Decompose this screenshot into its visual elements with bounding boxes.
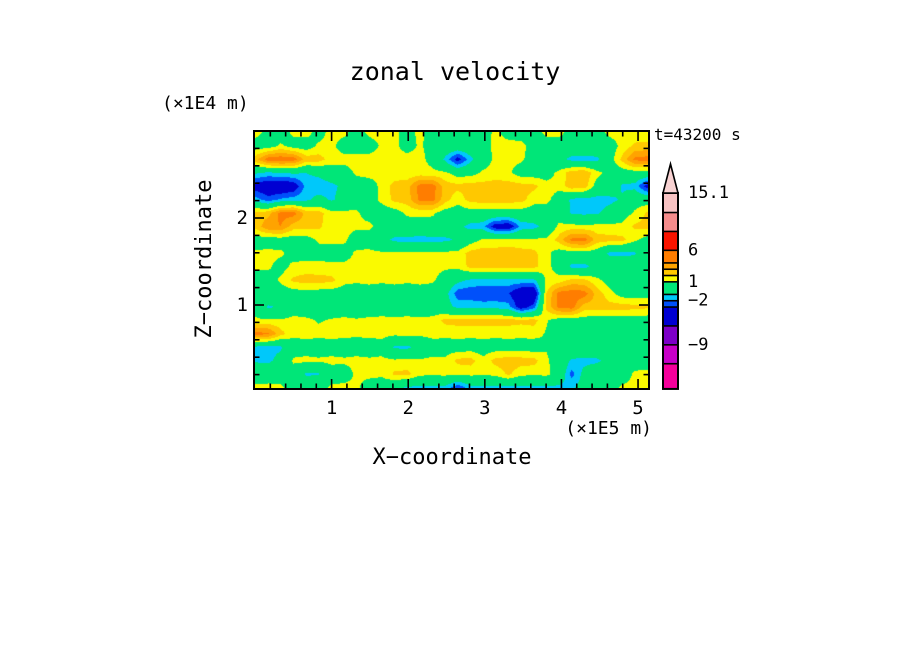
colorbar-segment [663, 262, 678, 270]
z-axis-title: Z−coordinate [192, 179, 217, 339]
x-tick-label: 1 [325, 397, 338, 419]
colorbar-segment [663, 294, 678, 301]
colorbar-overflow-arrow [661, 160, 680, 194]
x-tick-label: 3 [479, 397, 491, 419]
colorbar-segment [663, 212, 678, 232]
colorbar-segment [663, 281, 678, 295]
x-tick-label: 4 [555, 397, 568, 419]
time-stamp-label: t=43200 s [654, 125, 741, 144]
x-axis-unit-label: (×1E5 m) [565, 418, 652, 439]
contour-field [255, 132, 648, 388]
colorbar-value-label: 6 [688, 240, 698, 260]
plot-frame [253, 130, 650, 390]
colorbar-value-label: 15.1 [688, 183, 729, 203]
colorbar-segment [663, 250, 678, 263]
colorbar-value-label: −9 [688, 335, 708, 355]
colorbar-segment [663, 231, 678, 251]
colorbar-legend: 15.1 6 1−2 −9 [661, 160, 729, 390]
colorbar-segment [663, 193, 678, 213]
x-tick-label: 5 [632, 397, 644, 419]
colorbar-segment [663, 275, 678, 282]
z-tick-label: 1 [236, 294, 248, 316]
colorbar-value-label: 1 [688, 272, 698, 292]
colorbar-segment [663, 300, 678, 308]
colorbar-segment [663, 363, 678, 389]
x-axis-title: X−coordinate [372, 445, 532, 470]
colorbar-segment [663, 325, 678, 345]
z-axis-unit-label: (×1E4 m) [162, 93, 249, 114]
colorbar-segment [663, 269, 678, 276]
colorbar-segment [663, 344, 678, 364]
x-tick-label: 2 [402, 397, 414, 419]
colorbar-value-label: −2 [688, 291, 708, 311]
z-tick-label: 2 [236, 207, 248, 229]
colorbar-segment [663, 307, 678, 326]
chart-title: zonal velocity [349, 57, 561, 86]
